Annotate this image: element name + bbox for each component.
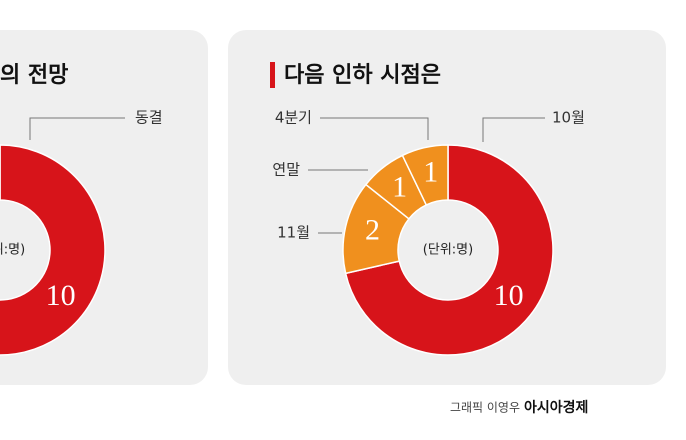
leader-line <box>482 117 545 142</box>
donut-slice <box>401 144 449 206</box>
chart-title: 의 전망 <box>0 63 68 88</box>
category-label: 동결 <box>135 109 163 127</box>
value-label: 10 <box>494 279 524 312</box>
value-label: 10 <box>46 279 76 312</box>
center-label: (단위:명) <box>423 243 473 258</box>
chart-title: 다음 인하 시점은 <box>284 63 441 88</box>
brand: 아시아경제 <box>524 399 588 416</box>
category-label: 연말 <box>272 161 300 179</box>
category-label: 10월 <box>552 109 585 127</box>
category-label: 4분기 <box>275 109 312 127</box>
value-label: 1 <box>423 155 438 188</box>
value-label: 1 <box>392 170 407 203</box>
leader-line <box>29 117 125 140</box>
leader-line <box>320 117 429 140</box>
title-marker <box>270 62 275 88</box>
donut-slice <box>0 144 106 356</box>
value-label: 2 <box>365 214 380 247</box>
donut-slice <box>344 144 554 356</box>
panel <box>228 30 666 385</box>
credit: 그래픽 이영우 <box>450 401 520 415</box>
category-label: 11월 <box>277 224 310 242</box>
center-label: (단위:명) <box>0 243 25 258</box>
